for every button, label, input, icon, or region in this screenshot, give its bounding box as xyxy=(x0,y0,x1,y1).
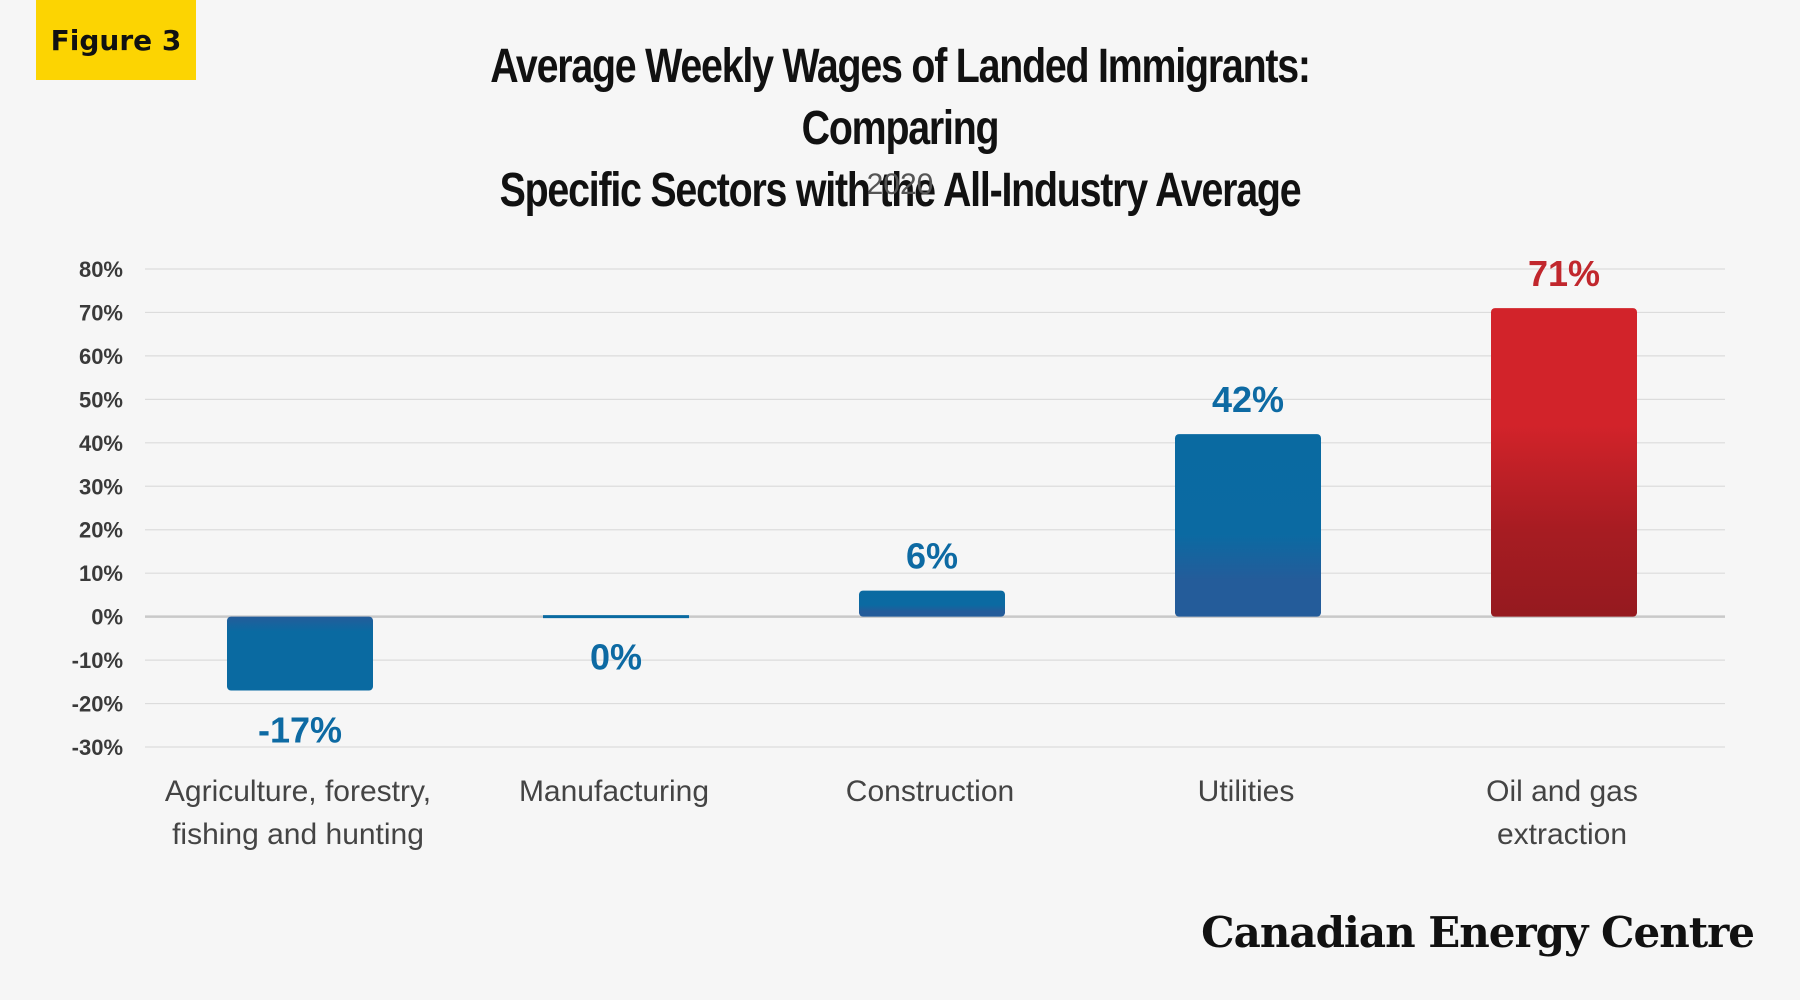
y-tick-label: 60% xyxy=(79,344,123,369)
x-tick-label: Oil and gas xyxy=(1486,775,1638,808)
y-tick-label: -20% xyxy=(72,692,123,717)
figure-badge: Figure 3 xyxy=(36,0,196,80)
bar xyxy=(859,590,1005,617)
x-tick-label: Agriculture, forestry, xyxy=(165,775,431,808)
y-tick-label: -30% xyxy=(72,735,123,760)
y-tick-label: 20% xyxy=(79,518,123,543)
bar xyxy=(1491,308,1637,617)
y-tick-label: 50% xyxy=(79,387,123,412)
data-label: -17% xyxy=(258,710,342,751)
chart-title-line-1: Average Weekly Wages of Landed Immigrant… xyxy=(490,40,1311,155)
y-tick-label: 0% xyxy=(91,605,123,630)
data-label: 0% xyxy=(590,637,642,678)
x-tick-label: Construction xyxy=(846,775,1014,808)
y-tick-label: 10% xyxy=(79,561,123,586)
chart-title-line-2: Specific Sectors with the All-Industry A… xyxy=(499,164,1302,217)
y-tick-label: 80% xyxy=(79,257,123,282)
y-tick-label: -10% xyxy=(72,648,123,673)
y-tick-label: 40% xyxy=(79,431,123,456)
chart-subtitle: 2020 xyxy=(866,168,934,201)
data-label: 6% xyxy=(906,536,958,577)
x-tick-label: extraction xyxy=(1497,818,1627,851)
chart-title: Average Weekly Wages of Landed Immigrant… xyxy=(408,36,1392,222)
data-label: 42% xyxy=(1212,379,1284,420)
x-tick-label: Utilities xyxy=(1198,775,1295,808)
bar xyxy=(1175,434,1321,617)
data-label: 71% xyxy=(1528,253,1600,294)
x-tick-label: fishing and hunting xyxy=(172,818,424,851)
bar xyxy=(227,616,373,691)
bar xyxy=(543,615,689,619)
y-tick-label: 70% xyxy=(79,300,123,325)
brand-logo-text: Canadian Energy Centre xyxy=(1201,908,1755,957)
y-tick-label: 30% xyxy=(79,474,123,499)
x-tick-label: Manufacturing xyxy=(519,775,709,808)
